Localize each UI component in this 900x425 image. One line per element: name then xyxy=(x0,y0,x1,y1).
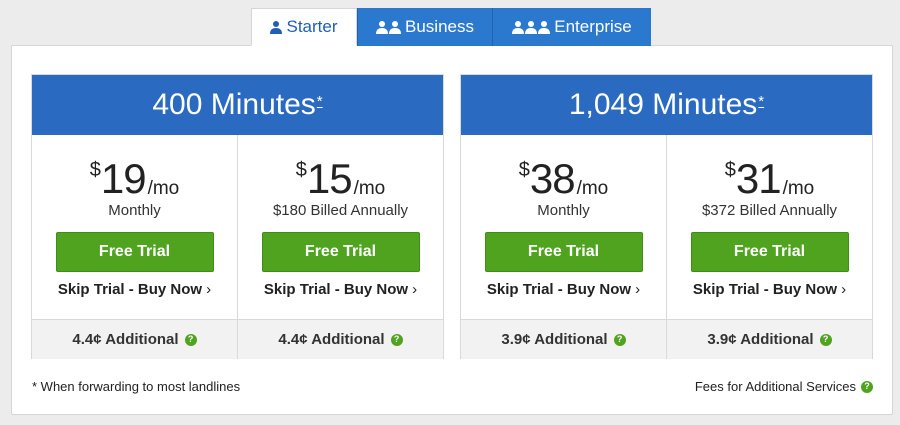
price-currency: $ xyxy=(724,159,736,181)
plan-header: 1,049 Minutes * xyxy=(461,75,872,135)
plan-title: 400 Minutes xyxy=(152,88,316,121)
additional-rate: 4.4¢ Additional? xyxy=(237,320,443,359)
billing-text: $372 Billed Annually xyxy=(701,202,838,219)
footnote: * When forwarding to most landlines xyxy=(32,379,241,394)
price-amount: 15 xyxy=(306,155,353,202)
price-currency: $ xyxy=(518,159,530,181)
tab-label: Enterprise xyxy=(554,17,632,36)
additional-rate-text: 3.9¢ Additional xyxy=(501,331,608,348)
plan-card-1049-minutes: 1,049 Minutes * $ 38 /mo Monthly Free Tri… xyxy=(460,74,873,359)
skip-trial-buy-now-link[interactable]: Skip Trial - Buy Now › xyxy=(487,281,640,298)
question-icon[interactable]: ? xyxy=(613,333,626,346)
chevron-right-icon: › xyxy=(412,281,418,298)
skip-trial-buy-now-link[interactable]: Skip Trial - Buy Now › xyxy=(264,281,417,298)
billing-text: Monthly xyxy=(108,202,161,219)
fees-link[interactable]: Fees for Additional Services ? xyxy=(695,379,873,394)
plan-card-400-minutes: 400 Minutes * $ 19 /mo Monthly Free Trial… xyxy=(31,74,444,359)
additional-rate-text: 4.4¢ Additional xyxy=(72,331,179,348)
price-period: /mo xyxy=(147,178,180,199)
additional-rate-text: 3.9¢ Additional xyxy=(707,331,814,348)
additional-rate: 4.4¢ Additional? xyxy=(32,320,237,359)
skip-trial-buy-now-link[interactable]: Skip Trial - Buy Now › xyxy=(58,281,211,298)
tab-business[interactable]: Business xyxy=(357,8,492,46)
plan-title: 1,049 Minutes xyxy=(568,88,758,121)
question-icon[interactable]: ? xyxy=(390,333,403,346)
price: $ 19 /mo xyxy=(90,157,180,201)
plan-header: 400 Minutes * xyxy=(32,75,443,135)
fees-label: Fees for Additional Services xyxy=(694,379,856,394)
price-currency: $ xyxy=(295,159,307,181)
free-trial-button[interactable]: Free Trial xyxy=(690,232,849,272)
price-period: /mo xyxy=(576,178,609,199)
asterisk-link[interactable]: * xyxy=(316,92,323,110)
question-icon[interactable]: ? xyxy=(819,333,832,346)
price: $ 38 /mo xyxy=(519,157,609,201)
free-trial-button[interactable]: Free Trial xyxy=(484,232,643,272)
price-amount: 31 xyxy=(735,155,782,202)
chevron-right-icon: › xyxy=(635,281,641,298)
tab-label: Starter xyxy=(286,17,338,36)
tab-label: Business xyxy=(405,17,474,36)
skip-trial-buy-now-link[interactable]: Skip Trial - Buy Now › xyxy=(693,281,846,298)
skip-label: Skip Trial - Buy Now xyxy=(263,281,409,298)
price-amount: 38 xyxy=(529,155,576,202)
price-period: /mo xyxy=(353,178,386,199)
additional-rate-text: 4.4¢ Additional xyxy=(278,331,385,348)
tab-enterprise[interactable]: Enterprise xyxy=(492,8,651,46)
plan-option-annual: $ 31 /mo $372 Billed Annually Free Trial… xyxy=(666,135,872,319)
additional-rate: 3.9¢ Additional? xyxy=(461,320,666,359)
question-icon: ? xyxy=(861,380,873,393)
chevron-right-icon: › xyxy=(841,281,847,298)
question-icon[interactable]: ? xyxy=(184,333,197,346)
skip-label: Skip Trial - Buy Now xyxy=(692,281,838,298)
billing-text: $180 Billed Annually xyxy=(272,202,409,219)
plan-option-monthly: $ 38 /mo Monthly Free Trial Skip Trial -… xyxy=(461,135,666,319)
plan-option-annual: $ 15 /mo $180 Billed Annually Free Trial… xyxy=(237,135,443,319)
plan-tabs: Starter Business Enterprise xyxy=(251,8,651,46)
two-people-icon xyxy=(376,20,401,34)
three-people-icon xyxy=(512,20,551,34)
price: $ 15 /mo xyxy=(296,157,386,201)
person-icon xyxy=(270,20,283,34)
billing-text: Monthly xyxy=(537,202,590,219)
skip-label: Skip Trial - Buy Now xyxy=(486,281,632,298)
price: $ 31 /mo xyxy=(725,157,815,201)
price-amount: 19 xyxy=(100,155,147,202)
price-period: /mo xyxy=(782,178,815,199)
plan-option-monthly: $ 19 /mo Monthly Free Trial Skip Trial -… xyxy=(32,135,237,319)
chevron-right-icon: › xyxy=(206,281,212,298)
free-trial-button[interactable]: Free Trial xyxy=(55,232,214,272)
free-trial-button[interactable]: Free Trial xyxy=(261,232,420,272)
skip-label: Skip Trial - Buy Now xyxy=(57,281,203,298)
additional-rate: 3.9¢ Additional? xyxy=(666,320,872,359)
tab-starter[interactable]: Starter xyxy=(251,8,357,46)
asterisk-link[interactable]: * xyxy=(758,92,765,110)
price-currency: $ xyxy=(89,159,101,181)
